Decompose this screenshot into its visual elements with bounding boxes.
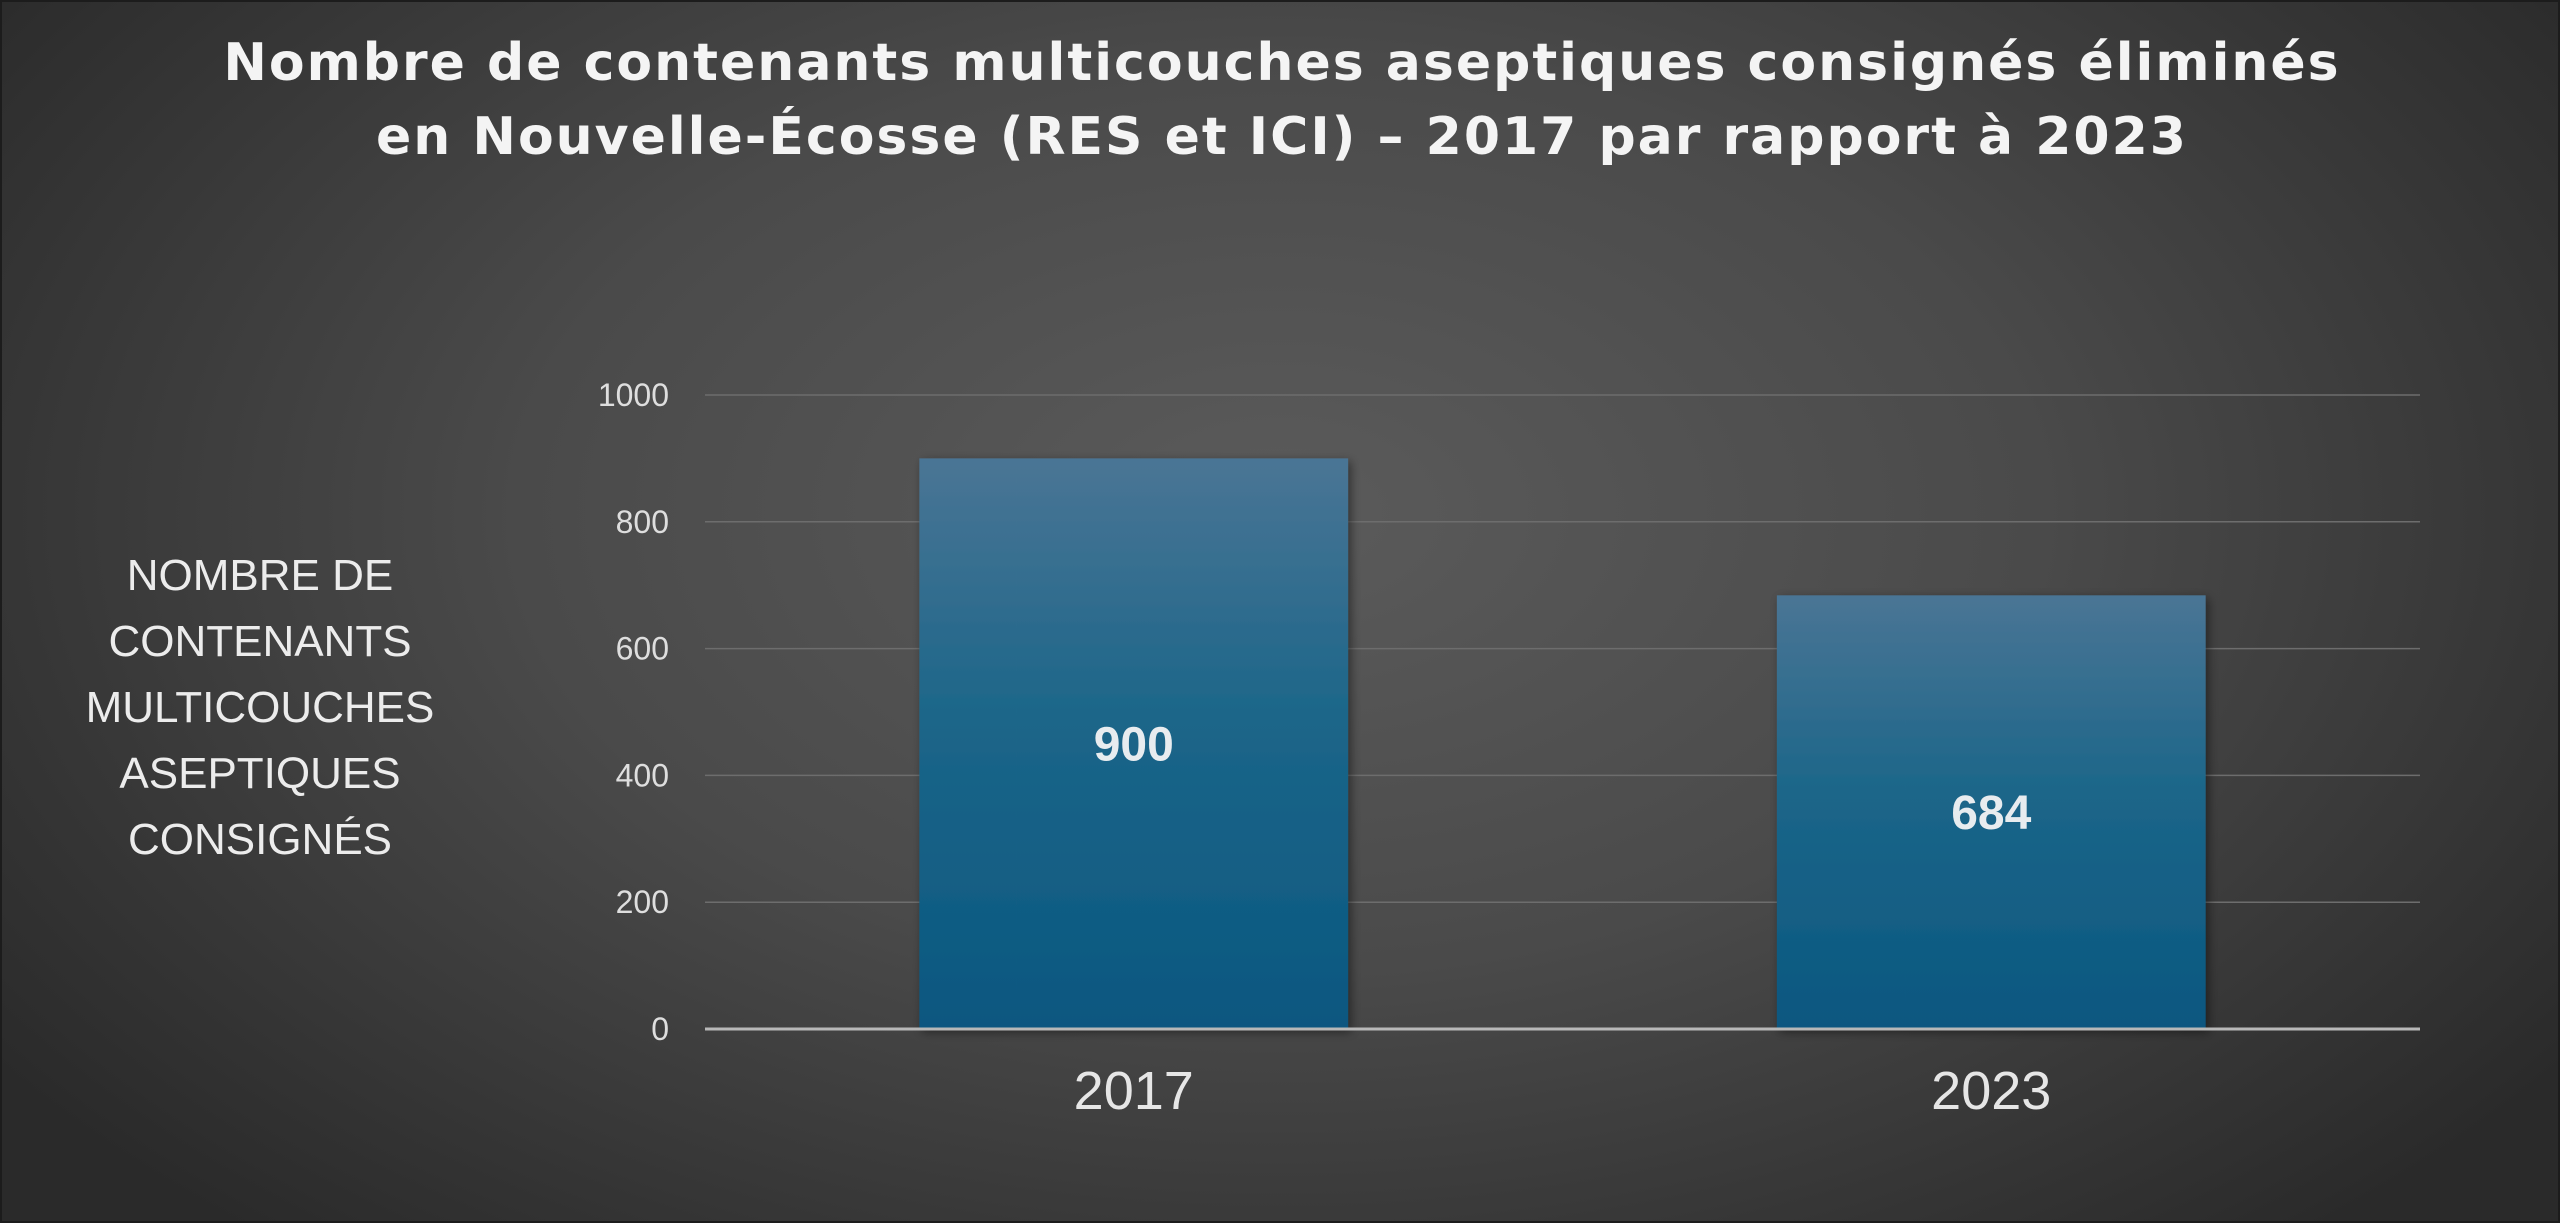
- y-tick-label: 1000: [598, 377, 669, 413]
- y-axis-label-line: CONSIGNÉS: [128, 815, 392, 864]
- y-tick-label: 800: [616, 504, 669, 540]
- x-tick-label: 2023: [1931, 1061, 2051, 1121]
- y-tick-label: 0: [651, 1011, 669, 1047]
- bar-2017: [919, 458, 1349, 1029]
- data-label-2017: 900: [1094, 719, 1174, 772]
- y-tick-label: 200: [616, 884, 669, 920]
- y-axis-label-line: NOMBRE DE: [127, 551, 393, 600]
- y-tick-label: 400: [616, 757, 669, 793]
- y-axis-label: NOMBRE DE CONTENANTS MULTICOUCHES ASEPTIQUE…: [86, 551, 435, 864]
- data-labels: 900 684: [1094, 719, 2032, 840]
- y-axis-ticks: 0 200 400 600 800 1000: [598, 377, 669, 1047]
- y-axis-label-line: MULTICOUCHES: [86, 683, 435, 732]
- x-axis-ticks: 2017 2023: [1074, 1061, 2052, 1121]
- y-axis-label-line: CONTENANTS: [108, 617, 411, 666]
- bars: [919, 458, 2206, 1029]
- y-axis-label-line: ASEPTIQUES: [119, 749, 400, 798]
- chart-title: Nombre de contenants multicouches asepti…: [223, 33, 2340, 167]
- x-tick-label: 2017: [1074, 1061, 1194, 1121]
- y-tick-label: 600: [616, 631, 669, 667]
- data-label-2023: 684: [1951, 787, 2031, 840]
- chart-title-line-2: en Nouvelle-Écosse (RES et ICI) – 2017 p…: [376, 106, 2188, 167]
- bar-2023: [1776, 595, 2206, 1029]
- chart-title-line-1: Nombre de contenants multicouches asepti…: [223, 33, 2340, 93]
